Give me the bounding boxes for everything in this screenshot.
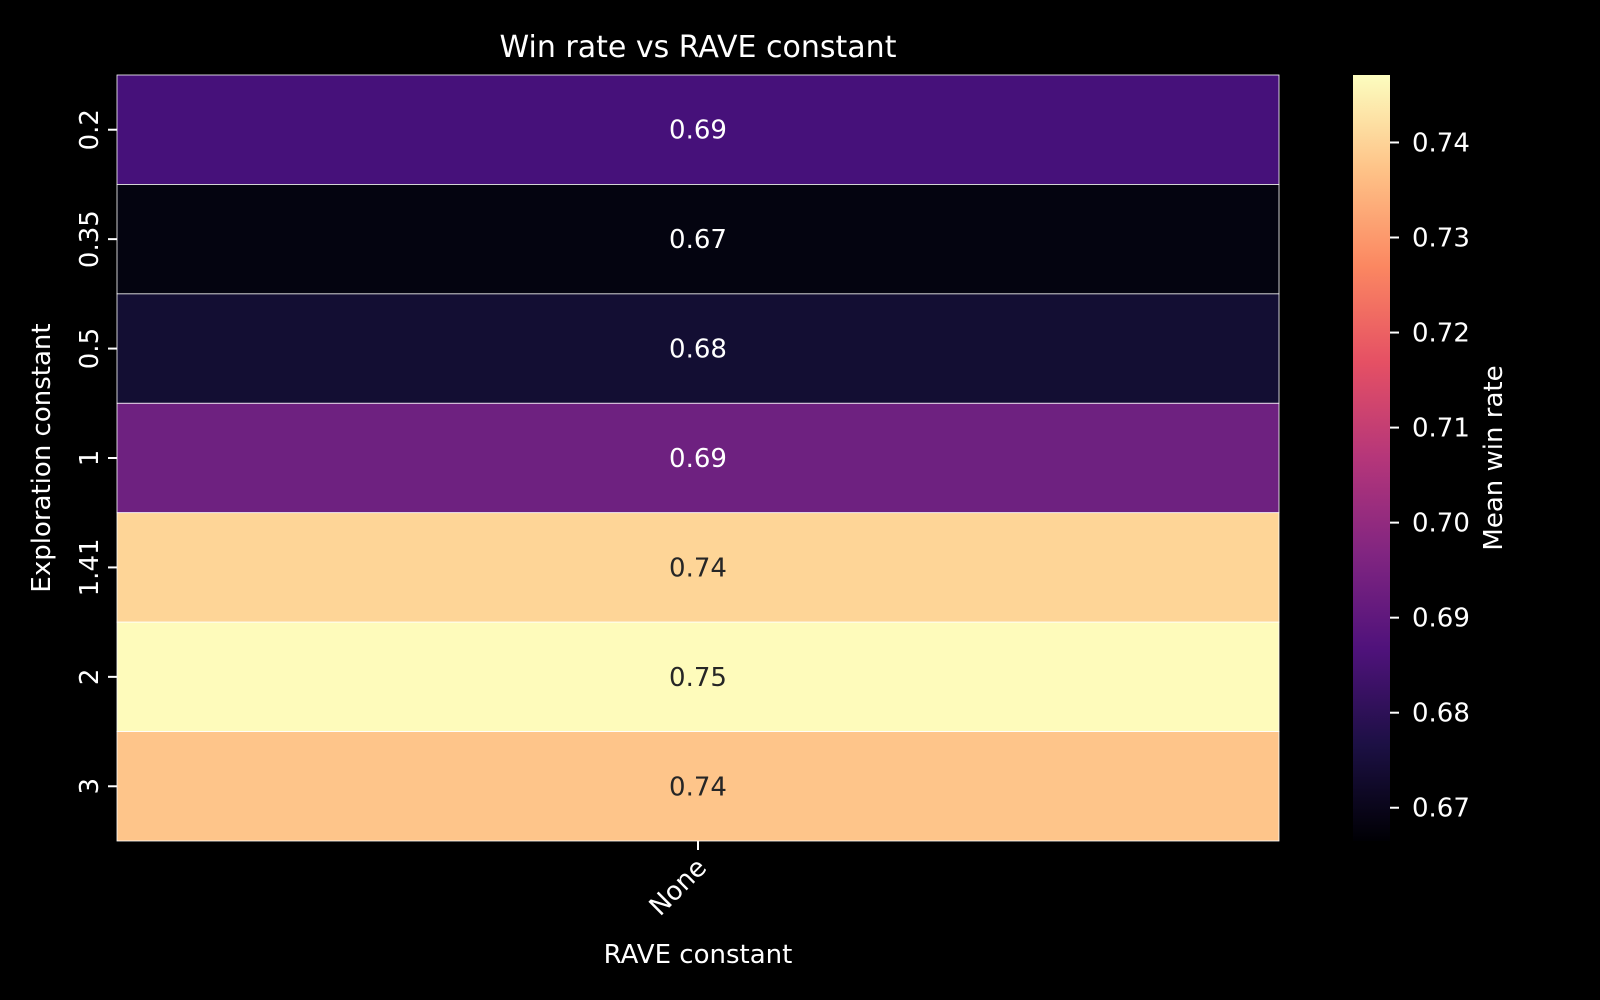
cell-value-label: 0.74 <box>669 553 727 583</box>
heatmap-cells: 0.69 0.67 0.68 0.69 0.74 0.75 0.74 <box>116 74 1280 842</box>
y-tick-label: 2 <box>75 669 105 686</box>
cell-value-label: 0.68 <box>669 335 727 365</box>
y-axis-label: Exploration constant <box>27 323 57 592</box>
x-axis-label: RAVE constant <box>604 940 793 970</box>
colorbar-ticks: 0.67 0.68 0.69 0.70 0.71 0.72 0.73 0.74 <box>1390 128 1470 824</box>
cell-value-label: 0.69 <box>669 444 727 474</box>
colorbar-gradient <box>1353 75 1390 841</box>
heatmap-cell <box>116 512 1280 623</box>
colorbar-tick-label: 0.73 <box>1412 224 1470 254</box>
cell-value-label: 0.69 <box>669 116 727 146</box>
heatmap-cell <box>116 74 1280 185</box>
heatmap-cell <box>116 293 1280 404</box>
y-tick-label: 1 <box>75 450 105 467</box>
chart-title: Win rate vs RAVE constant <box>500 30 897 65</box>
y-tick-label: 0.35 <box>75 210 105 268</box>
y-tick-label: 3 <box>75 778 105 795</box>
colorbar: 0.67 0.68 0.69 0.70 0.71 0.72 0.73 0.74 Mean wi… <box>1353 75 1509 841</box>
y-tick-label: 0.2 <box>75 109 105 150</box>
heatmap-cell <box>116 184 1280 295</box>
colorbar-tick-label: 0.74 <box>1412 128 1470 158</box>
colorbar-tick-label: 0.67 <box>1412 794 1470 824</box>
cell-value-label: 0.67 <box>669 225 727 255</box>
y-tick-label: 0.5 <box>75 328 105 369</box>
colorbar-tick-label: 0.70 <box>1412 509 1470 539</box>
colorbar-tick-label: 0.69 <box>1412 604 1470 634</box>
x-axis: None <box>644 841 713 922</box>
colorbar-tick-label: 0.71 <box>1412 414 1470 444</box>
heatmap-cell <box>116 731 1280 842</box>
y-axis: 0.2 0.35 0.5 1 1.41 2 3 <box>75 109 117 795</box>
colorbar-tick-label: 0.68 <box>1412 699 1470 729</box>
cell-value-label: 0.74 <box>669 772 727 802</box>
colorbar-tick-label: 0.72 <box>1412 319 1470 349</box>
x-tick-label: None <box>644 853 713 922</box>
y-tick-label: 1.41 <box>75 538 105 596</box>
heatmap-cell <box>116 621 1280 732</box>
cell-value-label: 0.75 <box>669 663 727 693</box>
heatmap-cell <box>116 402 1280 514</box>
colorbar-label: Mean win rate <box>1479 365 1509 550</box>
